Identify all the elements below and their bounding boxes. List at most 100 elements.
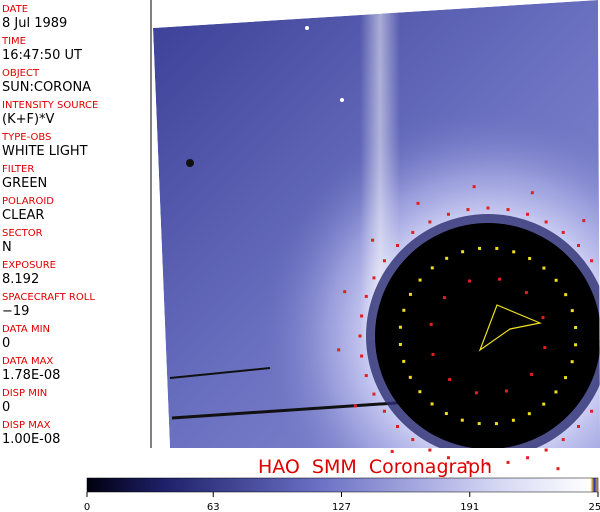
- overlay-dot: [512, 250, 516, 254]
- overlay-dot: [358, 334, 362, 338]
- overlay-dot: [430, 266, 434, 270]
- overlay-dot: [402, 359, 406, 363]
- overlay-dot: [466, 208, 470, 212]
- overlay-dot: [474, 391, 478, 395]
- overlay-dot: [418, 278, 422, 282]
- field-value: N: [2, 240, 12, 255]
- overlay-dot: [494, 422, 498, 426]
- overlay-dot: [554, 390, 558, 394]
- overlay-dot: [382, 259, 386, 263]
- overlay-dot: [466, 460, 470, 464]
- field-value: GREEN: [2, 176, 47, 191]
- field-value: 1.78E-08: [2, 368, 60, 383]
- field-label: OBJECT: [2, 68, 40, 79]
- field-value: 8 Jul 1989: [2, 16, 67, 31]
- field-label: DISP MAX: [2, 420, 51, 431]
- overlay-dot: [446, 456, 450, 460]
- overlay-dot: [542, 402, 546, 406]
- overlay-dot: [542, 266, 546, 270]
- overlay-dot: [411, 438, 415, 442]
- overlay-dot: [570, 360, 574, 364]
- overlay-dot: [526, 212, 530, 216]
- overlay-dot: [590, 409, 594, 413]
- field-value: 0: [2, 400, 10, 415]
- overlay-dot: [472, 185, 476, 189]
- overlay-dot: [486, 462, 490, 466]
- field-label: SECTOR: [2, 228, 43, 239]
- field-value: 8.192: [2, 272, 39, 287]
- overlay-dot: [430, 402, 434, 406]
- overlay-dot: [504, 389, 508, 393]
- colorbar-axis: 0 63 127 191 255: [84, 492, 600, 512]
- colorbar-tick-label: 255: [588, 502, 600, 512]
- overlay-dot: [360, 354, 364, 358]
- overlay-dot: [353, 404, 357, 408]
- overlay-dot: [428, 448, 432, 452]
- field-label: POLAROID: [2, 196, 54, 207]
- overlay-dot: [506, 208, 510, 212]
- overlay-dot: [468, 279, 472, 283]
- overlay-dot: [544, 448, 548, 452]
- field-label: FILTER: [2, 164, 34, 175]
- overlay-dot: [574, 326, 578, 330]
- field-label: SPACECRAFT ROLL: [2, 292, 95, 303]
- field-label: TIME: [1, 36, 26, 47]
- colorbar-tick-label: 0: [84, 502, 90, 512]
- overlay-dot: [444, 412, 448, 416]
- overlay-dot: [445, 256, 449, 260]
- field-value: 16:47:50 UT: [2, 48, 82, 63]
- overlay-dot: [577, 425, 581, 429]
- overlay-dot: [506, 460, 510, 464]
- overlay-dot: [541, 316, 545, 320]
- overlay-dot: [554, 278, 558, 282]
- field-label: EXPOSURE: [2, 260, 56, 271]
- overlay-dot: [582, 219, 586, 223]
- field-value: (K+F)*V: [2, 112, 55, 127]
- overlay-dot: [577, 243, 581, 247]
- overlay-dot: [570, 309, 574, 313]
- overlay-dot: [448, 377, 452, 381]
- overlay-polygon: [478, 304, 543, 352]
- overlay-dot: [411, 230, 415, 234]
- overlay-dot: [561, 230, 565, 234]
- overlay-dot: [364, 294, 368, 298]
- field-label: DATA MAX: [2, 356, 53, 367]
- overlay-dot: [461, 250, 465, 254]
- overlay-dot: [398, 325, 402, 329]
- overlay-dot: [526, 456, 530, 460]
- field-label: INTENSITY SOURCE: [2, 100, 98, 111]
- overlay-dot: [443, 296, 447, 300]
- overlay-dot: [408, 292, 412, 296]
- overlay-dot: [543, 346, 547, 350]
- overlay-dot: [382, 409, 386, 413]
- overlay-dot: [343, 290, 347, 294]
- overlay-dot: [416, 201, 420, 205]
- overlay-dot: [337, 348, 341, 352]
- overlay-dot: [478, 246, 482, 250]
- overlay-dot: [446, 212, 450, 216]
- overlay-dot: [428, 220, 432, 224]
- overlay-dot: [372, 276, 376, 280]
- overlay-dot: [524, 291, 528, 295]
- overlay-dot: [511, 418, 515, 422]
- field-value: WHITE LIGHT: [2, 144, 88, 159]
- field-value: −19: [2, 304, 29, 319]
- field-value: SUN:CORONA: [2, 80, 91, 95]
- overlay-dot: [460, 418, 464, 422]
- overlay-dot: [364, 374, 368, 378]
- field-value: 0: [2, 336, 10, 351]
- colorbar-tick-label: 63: [207, 502, 220, 512]
- overlay-dot: [556, 467, 560, 471]
- overlay-dot: [495, 246, 499, 250]
- overlay-dot: [398, 342, 402, 346]
- overlay-dot: [564, 376, 568, 380]
- overlay-dot: [498, 277, 502, 281]
- overlay-dot: [477, 422, 481, 426]
- field-label: TYPE-OBS: [1, 132, 51, 143]
- overlay-dot: [431, 352, 435, 356]
- overlay-dot: [544, 220, 548, 224]
- overlay-dot: [561, 438, 565, 442]
- overlay-dot: [528, 256, 532, 260]
